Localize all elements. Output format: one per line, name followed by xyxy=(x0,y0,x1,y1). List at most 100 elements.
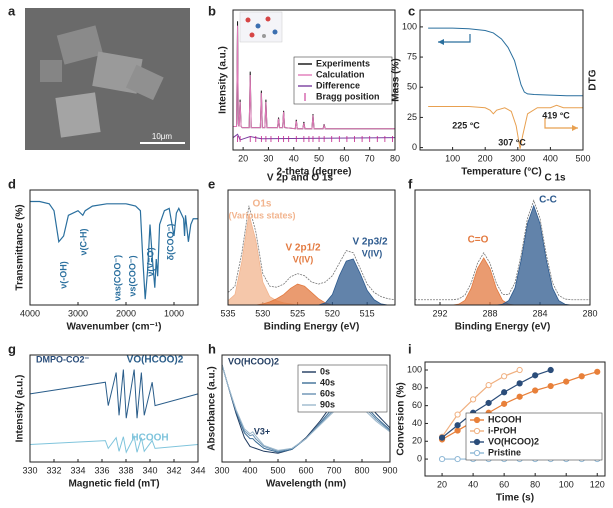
data-point xyxy=(438,434,446,441)
plot-frame xyxy=(29,354,199,463)
y2-axis-label: DTG xyxy=(588,69,599,90)
series-line xyxy=(428,104,583,149)
data-point xyxy=(454,411,461,418)
y-tick-label: 20 xyxy=(412,436,422,446)
legend-box xyxy=(293,56,393,105)
x-tick-label: 338 xyxy=(118,465,133,475)
annotation: 307 °C xyxy=(498,137,526,147)
x-axis-label: Time (s) xyxy=(496,493,534,504)
data-point xyxy=(454,455,461,463)
panel-label: g xyxy=(8,341,16,356)
x-axis-label: Wavelength (nm) xyxy=(266,479,346,490)
x-tick-label: 340 xyxy=(142,465,157,475)
data-point xyxy=(532,372,539,379)
x-tick-label: 515 xyxy=(360,308,375,318)
x-tick-label: 20 xyxy=(238,153,248,163)
y-axis-label: Conversion (%) xyxy=(396,382,407,455)
annotation: V3+ xyxy=(254,426,270,436)
crystal-inset xyxy=(239,11,283,43)
legend-label: VO(HCOO)2 xyxy=(488,436,539,446)
plot-frame xyxy=(227,189,396,306)
legend-label: Experiments xyxy=(316,58,370,68)
y-tick-label: 60 xyxy=(412,400,422,410)
series-label: VO(HCOO)2 xyxy=(127,355,184,366)
annotation: (Various states) xyxy=(228,210,295,220)
x-tick-label: 332 xyxy=(46,465,61,475)
data-point xyxy=(516,380,523,387)
y-tick-label: 40 xyxy=(412,418,422,428)
x-tick-label: 300 xyxy=(214,465,229,475)
x-tick-label: 336 xyxy=(94,465,109,475)
x-tick-label: 292 xyxy=(432,308,447,318)
series-label: V 2p1/2 xyxy=(285,243,320,254)
x-tick-label: 50 xyxy=(314,153,324,163)
panel: f C 1s 292 288 284 280 Binding Energy (eV) C=O C… xyxy=(408,173,598,333)
x-tick-label: 40 xyxy=(468,479,478,489)
series-line xyxy=(29,369,199,419)
data-point xyxy=(547,382,554,390)
y-tick-label: 0 xyxy=(412,142,417,152)
data-point xyxy=(454,422,461,429)
x-tick-label: 500 xyxy=(270,465,285,475)
envelope-line xyxy=(415,199,590,301)
panel-title: V 2p and O 1s xyxy=(267,173,334,184)
x-axis-label: Magnetic field (mT) xyxy=(68,479,159,490)
series-label: C-C xyxy=(539,195,557,206)
panel-title: C 1s xyxy=(544,173,566,184)
x-tick-label: 900 xyxy=(382,465,397,475)
annotation: νas(COO⁻) xyxy=(112,255,122,301)
legend-label: HCOOH xyxy=(488,414,522,424)
x-axis-label: Wavenumber (cm⁻¹) xyxy=(67,322,162,333)
x-tick-label: 1000 xyxy=(164,308,184,318)
series-line xyxy=(29,435,199,454)
series-line xyxy=(233,25,395,130)
x-axis-label: Temperature (°C) xyxy=(461,167,542,178)
legend-marker xyxy=(473,438,481,446)
x-tick-label: 400 xyxy=(242,465,257,475)
plot-frame xyxy=(414,189,591,306)
x-tick-label: 500 xyxy=(575,153,590,163)
legend-box xyxy=(297,364,388,413)
envelope-line xyxy=(227,205,396,301)
x-tick-label: 330 xyxy=(22,465,37,475)
x-tick-label: 20 xyxy=(437,479,447,489)
x-tick-label: 344 xyxy=(190,465,205,475)
x-axis-label: 2-theta (degree) xyxy=(276,167,351,178)
y-tick-label: 25 xyxy=(407,112,417,122)
plot-frame xyxy=(424,361,606,477)
annotation: 225 °C xyxy=(452,120,480,130)
panel-label: a xyxy=(8,3,16,18)
annotation: DMPO-CO2⁻ xyxy=(36,354,90,364)
panel: h 300 400 500 600 700 800 900 Wavelength (nm) Abs… xyxy=(207,341,398,489)
y-axis-label: Transmittance (%) xyxy=(15,204,26,290)
series-label: C=O xyxy=(468,235,489,246)
legend-label: Pristine xyxy=(488,447,521,457)
plot-frame xyxy=(419,9,584,151)
x-tick-label: 60 xyxy=(499,479,509,489)
panel-label: c xyxy=(408,3,415,18)
series-line xyxy=(30,200,198,300)
x-tick-label: 200 xyxy=(478,153,493,163)
legend-label: 0s xyxy=(320,366,330,376)
x-tick-label: 30 xyxy=(263,153,273,163)
data-point xyxy=(485,399,492,407)
x-tick-label: 70 xyxy=(365,153,375,163)
y-tick-label: 50 xyxy=(407,82,417,92)
x-tick-label: 535 xyxy=(220,308,235,318)
x-tick-label: 700 xyxy=(326,465,341,475)
plot-frame xyxy=(29,189,199,306)
panel: b 20 30 40 50 60 70 80 2-theta (degree) Intensity… xyxy=(208,3,400,177)
x-axis-label: Binding Energy (eV) xyxy=(264,322,360,333)
x-tick-label: 3000 xyxy=(68,308,88,318)
y-axis-label: Intensity (a.u.) xyxy=(15,375,26,443)
data-point xyxy=(438,455,446,463)
x-tick-label: 300 xyxy=(510,153,525,163)
data-point xyxy=(578,373,585,380)
x-tick-label: 80 xyxy=(530,479,540,489)
panel-label: i xyxy=(408,341,412,356)
y-tick-label: 0 xyxy=(417,453,422,463)
x-tick-label: 2000 xyxy=(116,308,136,318)
y-tick-label: 100 xyxy=(402,21,417,31)
x-tick-label: 342 xyxy=(166,465,181,475)
